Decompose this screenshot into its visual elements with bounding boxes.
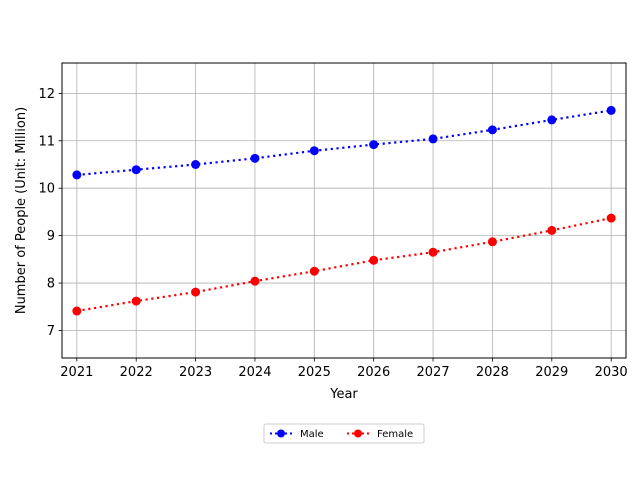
data-point-male xyxy=(72,170,82,180)
y-tick-label: 9 xyxy=(47,229,55,244)
data-point-female xyxy=(72,306,82,316)
data-point-female xyxy=(487,237,497,247)
data-point-female xyxy=(606,213,616,223)
data-point-female xyxy=(547,225,557,235)
data-point-male xyxy=(547,115,557,125)
legend-marker-female xyxy=(354,429,362,438)
legend-marker-male xyxy=(277,429,285,438)
y-tick-label: 10 xyxy=(38,182,55,197)
x-tick-label: 2021 xyxy=(60,365,93,380)
legend: Male Female xyxy=(263,423,425,444)
x-tick-label: 2029 xyxy=(535,365,568,380)
legend-label-female: Female xyxy=(377,429,413,440)
data-point-female xyxy=(428,247,438,257)
y-axis-label: Number of People (Unit: Million) xyxy=(14,107,29,314)
legend-label-male: Male xyxy=(300,429,324,440)
y-tick-label: 12 xyxy=(38,87,55,102)
data-point-female xyxy=(309,266,319,276)
data-point-male xyxy=(428,134,438,144)
y-tick-label: 7 xyxy=(47,324,55,339)
data-point-female xyxy=(369,255,379,265)
series-line-female xyxy=(76,217,612,313)
series-line-male xyxy=(76,109,612,177)
y-tick-label: 11 xyxy=(38,134,55,149)
x-tick-label: 2025 xyxy=(298,365,331,380)
x-tick-label: 2030 xyxy=(595,365,628,380)
x-tick-label: 2022 xyxy=(120,365,153,380)
data-point-male xyxy=(309,146,319,156)
data-point-male xyxy=(191,159,201,169)
plot-area-frame xyxy=(61,62,627,359)
x-tick-label: 2028 xyxy=(476,365,509,380)
data-point-male xyxy=(250,153,260,163)
series-layer xyxy=(72,105,616,316)
grid-lines xyxy=(62,63,626,358)
x-tick-label: 2024 xyxy=(238,365,271,380)
axis-ticks: 2021 2022 2023 2024 2025 2026 2027 2028 2029 2030… xyxy=(38,87,627,380)
x-tick-label: 2027 xyxy=(417,365,450,380)
data-point-male xyxy=(369,140,379,150)
x-tick-label: 2023 xyxy=(179,365,212,380)
x-tick-label: 2026 xyxy=(357,365,390,380)
data-point-male xyxy=(487,125,497,135)
data-point-female xyxy=(191,287,201,297)
data-point-female xyxy=(131,296,141,306)
legend-box xyxy=(263,423,425,444)
data-point-male xyxy=(131,165,141,175)
data-point-female xyxy=(250,276,260,286)
data-point-male xyxy=(606,105,616,115)
x-axis-label: Year xyxy=(329,387,358,402)
y-tick-label: 8 xyxy=(47,277,55,292)
